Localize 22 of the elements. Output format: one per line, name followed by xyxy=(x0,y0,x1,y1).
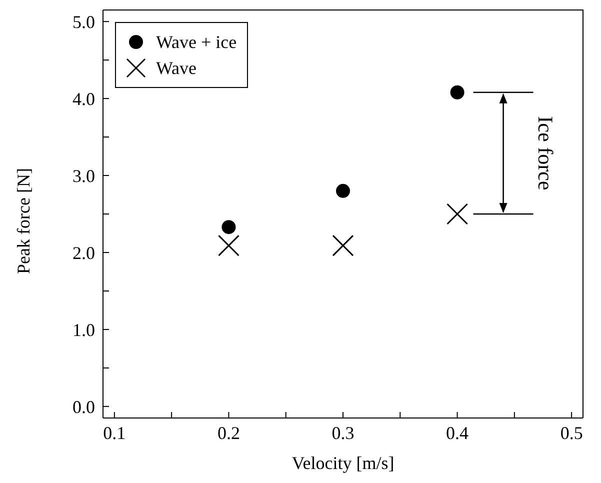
legend-label: Wave xyxy=(156,57,197,80)
y-axis-title: Peak force [N] xyxy=(13,168,34,274)
annotation: Ice force xyxy=(533,116,558,190)
point xyxy=(332,234,354,256)
point xyxy=(336,184,350,198)
point xyxy=(218,234,240,256)
x-tick-label: 0.1 xyxy=(103,422,126,443)
point xyxy=(450,85,464,100)
x-tick-label: 0.2 xyxy=(217,422,240,443)
y-tick-label: 3.0 xyxy=(72,166,95,186)
y-tick-label: 0.0 xyxy=(72,396,95,417)
y-tick-label: 2.0 xyxy=(72,242,95,263)
y-tick-label: 5.0 xyxy=(72,12,95,32)
x-tick-label: 0.5 xyxy=(560,422,583,443)
legend-label: Wave + ice xyxy=(156,31,237,54)
x-axis-title: Velocity [m/s] xyxy=(292,453,394,473)
point xyxy=(222,220,236,234)
y-tick-label: 1.0 xyxy=(72,320,95,340)
y-tick-label: 4.0 xyxy=(72,88,95,109)
x-tick-label: 0.4 xyxy=(446,422,469,443)
point xyxy=(446,203,468,225)
x-tick-label: 0.3 xyxy=(332,422,354,443)
